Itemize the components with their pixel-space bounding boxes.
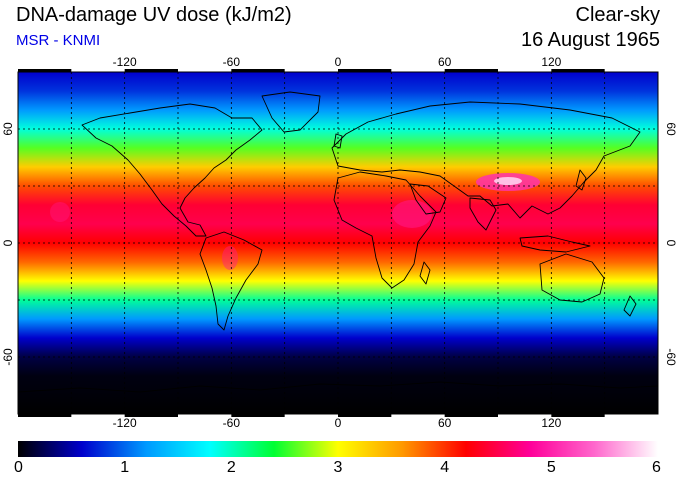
coastlines xyxy=(18,91,658,393)
coast-new-zealand xyxy=(623,295,637,317)
coast-eurasia xyxy=(331,101,641,219)
colorbar-tick-label: 2 xyxy=(226,459,236,476)
frame-tick xyxy=(338,69,392,72)
lat-tick-label-left: 60 xyxy=(1,122,15,136)
uv-dose-map: -120 -60 0 60 120 -120 -60 0 60 120 60 0 -60 60 0 -6… xyxy=(1,55,678,430)
colorbar-tick-label: 6 xyxy=(652,459,661,476)
graticule xyxy=(18,71,658,414)
colorbar-tick-label: 3 xyxy=(333,459,343,476)
coast-antarctica xyxy=(18,381,658,393)
colorbar-tick-label: 4 xyxy=(440,459,450,476)
coast-japan xyxy=(575,169,587,191)
coast-indonesia xyxy=(519,235,591,253)
frame-tick xyxy=(551,414,605,417)
lon-tick-label-bottom: 60 xyxy=(438,416,452,430)
lon-tick-label-bottom: -60 xyxy=(223,416,241,430)
frame-ticks xyxy=(18,69,605,417)
colorbar-labels: 0 1 2 3 4 5 6 xyxy=(14,458,661,478)
lat-tick-label-left: 0 xyxy=(1,239,15,246)
frame-tick xyxy=(231,414,285,417)
frame-tick xyxy=(231,69,285,72)
lon-tick-label-top: 120 xyxy=(541,55,561,69)
frame-tick xyxy=(551,69,605,72)
tibet-core xyxy=(494,177,522,185)
coast-madagascar xyxy=(419,261,431,285)
date-label: 16 August 1965 xyxy=(520,29,660,51)
andes-hotspot xyxy=(222,246,238,270)
coast-uk xyxy=(333,133,343,149)
lon-tick-label-bottom: 0 xyxy=(335,416,342,430)
source-label: MSR - KNMI xyxy=(16,32,101,49)
colorbar-tick-label: 0 xyxy=(14,459,23,476)
coast-greenland xyxy=(261,91,321,133)
sky-condition-label: Clear-sky xyxy=(575,4,660,26)
frame-tick xyxy=(124,414,178,417)
pacific-hotspot xyxy=(50,202,70,222)
frame-tick xyxy=(18,69,72,72)
frame-tick xyxy=(18,414,72,417)
lat-tick-label-right: 0 xyxy=(664,240,678,247)
coast-north-america xyxy=(81,103,263,237)
frame-tick xyxy=(338,414,392,417)
lon-tick-label-top: -60 xyxy=(223,55,241,69)
coast-australia xyxy=(539,253,605,303)
coast-india xyxy=(469,197,497,231)
lat-tick-label-right: 60 xyxy=(664,122,678,136)
frame-tick xyxy=(124,69,178,72)
frame-tick xyxy=(444,69,498,72)
lon-tick-label-bottom: -120 xyxy=(113,416,137,430)
lat-tick-label-left: -60 xyxy=(1,348,15,366)
coast-africa xyxy=(333,171,437,289)
frame-tick xyxy=(444,414,498,417)
lon-tick-label-top: -120 xyxy=(113,55,137,69)
sahara-hotspot xyxy=(392,200,432,228)
lat-tick-label-right: -60 xyxy=(664,348,678,366)
colorbar-gradient xyxy=(18,441,658,457)
lon-tick-label-top: 0 xyxy=(335,55,342,69)
map-title: DNA-damage UV dose (kJ/m2) xyxy=(16,4,292,26)
colorbar-tick-label: 5 xyxy=(546,459,556,476)
lon-tick-label-bottom: 120 xyxy=(541,416,561,430)
colorbar-tick-label: 1 xyxy=(120,459,130,476)
colorbar xyxy=(18,441,658,457)
lon-tick-label-top: 60 xyxy=(438,55,452,69)
